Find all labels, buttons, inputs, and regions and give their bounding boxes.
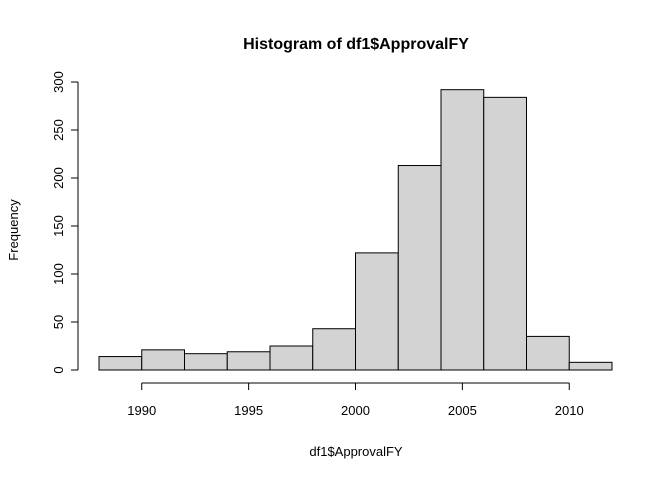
y-axis: 0 50 100 150 200 250 300 <box>51 71 79 374</box>
bars-group <box>98 89 613 371</box>
histogram-bar-2000-2002 <box>355 252 399 371</box>
x-axis: 1990 1995 2000 2005 2010 <box>127 382 584 418</box>
x-tick-label-1990: 1990 <box>127 403 156 418</box>
x-tick-label-2005: 2005 <box>448 403 477 418</box>
histogram-bar-1994-1996 <box>226 351 271 371</box>
histogram-bar-1990-1992 <box>141 349 185 371</box>
histogram-bar-2006-2008 <box>483 96 527 371</box>
histogram-bar-1996-1998 <box>269 345 314 371</box>
histogram-bar-2010-2012 <box>568 361 613 371</box>
y-tick-label-50: 50 <box>51 315 66 329</box>
x-axis-label: df1$ApprovalFY <box>309 444 403 459</box>
y-tick-label-0: 0 <box>51 366 66 373</box>
histogram-bar-1998-2000 <box>312 328 356 371</box>
y-tick-label-300: 300 <box>51 71 66 93</box>
histogram-bar-1988-1990 <box>98 356 143 371</box>
chart-title: Histogram of df1$ApprovalFY <box>243 36 469 53</box>
histogram-bar-1992-1994 <box>184 353 228 371</box>
y-tick-label-250: 250 <box>51 119 66 141</box>
histogram-bar-2004-2006 <box>440 89 485 371</box>
y-tick-label-150: 150 <box>51 215 66 237</box>
x-tick-label-2000: 2000 <box>341 403 370 418</box>
y-axis-label: Frequency <box>6 199 21 261</box>
y-tick-label-100: 100 <box>51 263 66 285</box>
x-tick-label-2010: 2010 <box>555 403 584 418</box>
histogram-bar-2008-2010 <box>526 335 570 371</box>
y-tick-label-200: 200 <box>51 167 66 189</box>
x-tick-label-1995: 1995 <box>234 403 263 418</box>
histogram-bar-2002-2004 <box>397 165 442 371</box>
